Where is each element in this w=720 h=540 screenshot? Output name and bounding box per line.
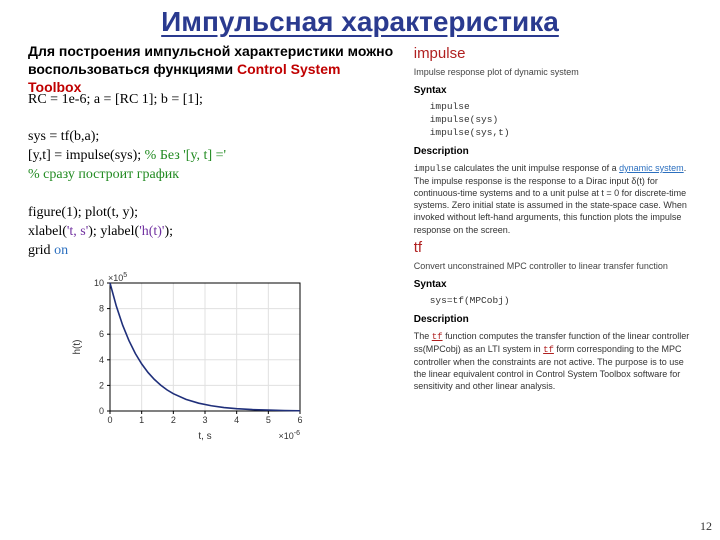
code-block: RC = 1e-6; a = [RC 1]; b = [1]; sys = tf… <box>28 91 396 261</box>
page-title: Импульсная характеристика <box>0 0 720 42</box>
intro-text: Для построения импульсной характеристики… <box>28 42 396 97</box>
code-l8d: 'h(t)' <box>139 224 164 239</box>
code-l8e: ); <box>164 224 173 239</box>
left-column: Для построения импульсной характеристики… <box>28 42 396 449</box>
doc-impulse-desc: impulse calculates the unit impulse resp… <box>414 162 696 236</box>
doc-impulse-desc-h: Description <box>414 145 696 159</box>
doc-impulse-title: impulse <box>414 44 696 64</box>
doc-tf-desc-1: The <box>414 331 432 341</box>
code-l9b: on <box>54 243 68 258</box>
svg-text:h(t): h(t) <box>72 339 83 354</box>
svg-text:t, s: t, s <box>198 431 211 442</box>
doc-impulse-desc-link[interactable]: dynamic system <box>619 163 684 173</box>
svg-text:5: 5 <box>266 415 271 425</box>
code-l8b: 't, s' <box>67 224 88 239</box>
code-l4a: [y,t] = impulse(sys); <box>28 148 145 163</box>
impulse-chart: 0 1 2 3 4 5 6 0 2 4 6 8 10 t, s h(t) ×105 ×10-6 <box>62 269 322 449</box>
code-l9a: grid <box>28 243 54 258</box>
doc-tf-syntax: sys=tf(MPCobj) <box>430 295 696 308</box>
svg-text:4: 4 <box>234 415 239 425</box>
doc-tf-desc: The tf function computes the transfer fu… <box>414 330 696 393</box>
doc-impulse-desc-mid2: . The impulse response is the response t… <box>414 163 687 235</box>
doc-tf-tf2[interactable]: tf <box>543 345 554 355</box>
doc-impulse-subtitle: Impulse response plot of dynamic system <box>414 66 696 78</box>
svg-text:2: 2 <box>99 380 104 390</box>
svg-text:6: 6 <box>297 415 302 425</box>
svg-text:0: 0 <box>107 415 112 425</box>
svg-text:×10-6: ×10-6 <box>278 430 300 441</box>
doc-tf-subtitle: Convert unconstrained MPC controller to … <box>414 260 696 272</box>
doc-impulse-syntax: impulse impulse(sys) impulse(sys,t) <box>430 101 696 139</box>
svg-text:3: 3 <box>202 415 207 425</box>
doc-impulse-syntax-h: Syntax <box>414 84 696 98</box>
doc-tf-desc-h: Description <box>414 313 696 327</box>
svg-text:1: 1 <box>139 415 144 425</box>
svg-text:10: 10 <box>94 278 104 288</box>
code-l5: % сразу построит график <box>28 167 179 182</box>
svg-text:4: 4 <box>99 354 104 364</box>
doc-tf-title: tf <box>414 238 696 258</box>
code-l7: figure(1); plot(t, y); <box>28 205 138 220</box>
code-l8a: xlabel( <box>28 224 67 239</box>
code-l8c: ); ylabel( <box>88 224 139 239</box>
code-l4b: % Без '[y, t] =' <box>145 148 226 163</box>
content-columns: Для построения импульсной характеристики… <box>0 42 720 449</box>
right-column: impulse Impulse response plot of dynamic… <box>414 42 696 449</box>
page-number: 12 <box>700 519 712 534</box>
code-l3: sys = tf(b,a); <box>28 129 99 144</box>
doc-impulse-desc-mid1: calculates the unit impulse response of … <box>452 163 620 173</box>
doc-tf-tf1[interactable]: tf <box>432 332 443 342</box>
svg-text:0: 0 <box>99 406 104 416</box>
doc-tf-syntax-h: Syntax <box>414 278 696 292</box>
chart-container: 0 1 2 3 4 5 6 0 2 4 6 8 10 t, s h(t) ×105 ×10-6 <box>62 269 322 449</box>
svg-text:6: 6 <box>99 329 104 339</box>
svg-text:×105: ×105 <box>108 272 127 283</box>
svg-text:2: 2 <box>171 415 176 425</box>
code-l1: RC = 1e-6; a = [RC 1]; b = [1]; <box>28 92 203 107</box>
svg-text:8: 8 <box>99 303 104 313</box>
doc-impulse-desc-pre: impulse <box>414 164 452 174</box>
